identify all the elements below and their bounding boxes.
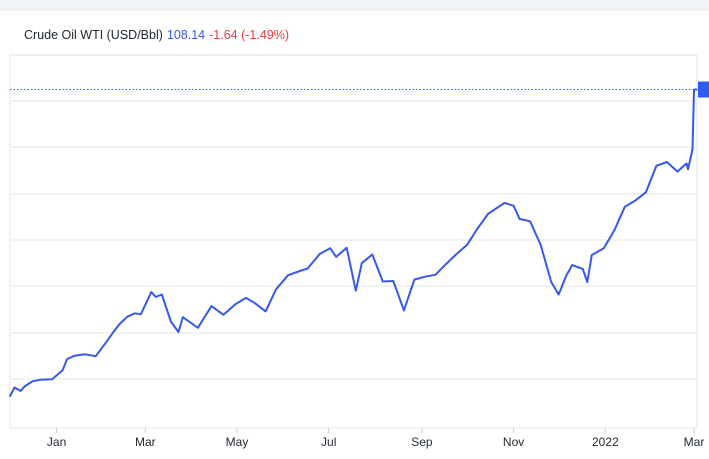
data-point-23 <box>182 316 184 319</box>
x-tick-label-6: 2022 <box>592 435 619 449</box>
data-point-59 <box>550 281 552 283</box>
data-point-0 <box>9 395 11 398</box>
data-point-17 <box>140 313 142 316</box>
data-point-22 <box>177 331 180 333</box>
data-point-39 <box>355 289 357 292</box>
data-point-48 <box>445 263 447 265</box>
chart-legend: Crude Oil WTI (USD/Bbl) 108.14 -1.64 (-1.4… <box>24 28 293 42</box>
data-point-45 <box>413 278 416 281</box>
data-point-47 <box>434 274 437 276</box>
legend-price: 108.14 <box>166 28 206 42</box>
data-point-76 <box>691 148 694 151</box>
data-point-7 <box>61 369 64 372</box>
data-point-50 <box>466 244 468 246</box>
data-point-18 <box>150 291 153 293</box>
data-point-16 <box>134 312 136 315</box>
top-strip <box>0 0 709 11</box>
data-point-21 <box>170 320 172 323</box>
x-axis: Jan Mar May Jul Sep Nov 2022 Mar <box>10 427 705 449</box>
data-point-66 <box>603 247 605 249</box>
data-point-31 <box>275 288 277 291</box>
data-point-24 <box>197 327 199 329</box>
data-point-26 <box>222 314 225 316</box>
data-point-52 <box>487 213 489 215</box>
data-point-46 <box>424 275 426 278</box>
data-point-4 <box>31 380 34 383</box>
data-point-57 <box>529 220 531 223</box>
data-point-34 <box>306 267 309 270</box>
data-point-55 <box>512 205 515 207</box>
data-point-3 <box>24 385 26 387</box>
data-point-11 <box>94 355 97 358</box>
data-point-25 <box>210 305 213 307</box>
data-point-9 <box>73 354 76 357</box>
data-point-60 <box>557 293 560 296</box>
data-point-61 <box>565 274 567 277</box>
data-point-6 <box>51 378 53 381</box>
data-point-8 <box>66 358 68 360</box>
data-point-63 <box>582 268 584 270</box>
x-tick-label-1: Mar <box>135 435 156 449</box>
data-point-41 <box>371 253 374 256</box>
data-point-1 <box>13 386 16 389</box>
data-point-10 <box>84 353 86 356</box>
series-line-crude-oil-wti <box>9 88 697 397</box>
data-point-37 <box>335 256 338 258</box>
data-point-51 <box>476 227 479 230</box>
data-point-56 <box>518 218 521 220</box>
data-point-78 <box>694 88 697 91</box>
data-point-49 <box>455 253 458 255</box>
data-point-14 <box>118 323 121 325</box>
data-point-20 <box>161 293 163 296</box>
data-point-62 <box>571 264 573 266</box>
data-point-71 <box>655 165 658 167</box>
data-point-64 <box>586 281 589 283</box>
data-point-40 <box>361 262 363 265</box>
data-point-75 <box>687 168 689 170</box>
x-tick-label-5: Nov <box>503 435 524 449</box>
data-point-2 <box>19 390 22 392</box>
data-point-53 <box>497 206 500 208</box>
data-point-73 <box>676 170 679 173</box>
data-point-54 <box>503 202 506 204</box>
data-point-42 <box>382 280 384 283</box>
data-point-13 <box>112 330 115 333</box>
data-point-30 <box>264 310 267 313</box>
data-point-33 <box>296 271 298 273</box>
data-point-15 <box>126 315 129 318</box>
x-tick-label-4: Sep <box>411 435 433 449</box>
data-point-27 <box>234 303 237 305</box>
data-point-58 <box>539 244 542 246</box>
data-point-29 <box>254 302 256 305</box>
data-point-65 <box>591 254 593 256</box>
data-point-68 <box>624 206 626 208</box>
data-point-19 <box>155 296 157 298</box>
data-point-70 <box>645 191 647 194</box>
data-point-74 <box>685 162 688 165</box>
data-point-5 <box>39 379 41 381</box>
x-tick-label-3: Jul <box>321 435 336 449</box>
last-price-marker <box>698 81 709 98</box>
data-point-12 <box>105 341 107 344</box>
data-point-44 <box>403 309 405 312</box>
x-tick-label-2: May <box>226 435 249 449</box>
x-tick-label-7: Mar <box>684 435 705 449</box>
x-tick-label-0: Jan <box>47 435 66 449</box>
data-point-35 <box>318 253 321 255</box>
grid-layer <box>9 54 698 428</box>
series-layer <box>9 81 709 398</box>
data-point-67 <box>613 229 616 232</box>
data-point-72 <box>666 161 668 163</box>
data-point-36 <box>329 247 332 249</box>
legend-change: -1.64 (-1.49%) <box>209 28 290 42</box>
data-point-32 <box>287 274 289 277</box>
data-point-38 <box>345 247 348 249</box>
data-point-43 <box>392 280 395 282</box>
data-point-69 <box>634 199 637 202</box>
legend-symbol: Crude Oil WTI (USD/Bbl) <box>24 28 163 42</box>
data-point-28 <box>245 297 247 299</box>
